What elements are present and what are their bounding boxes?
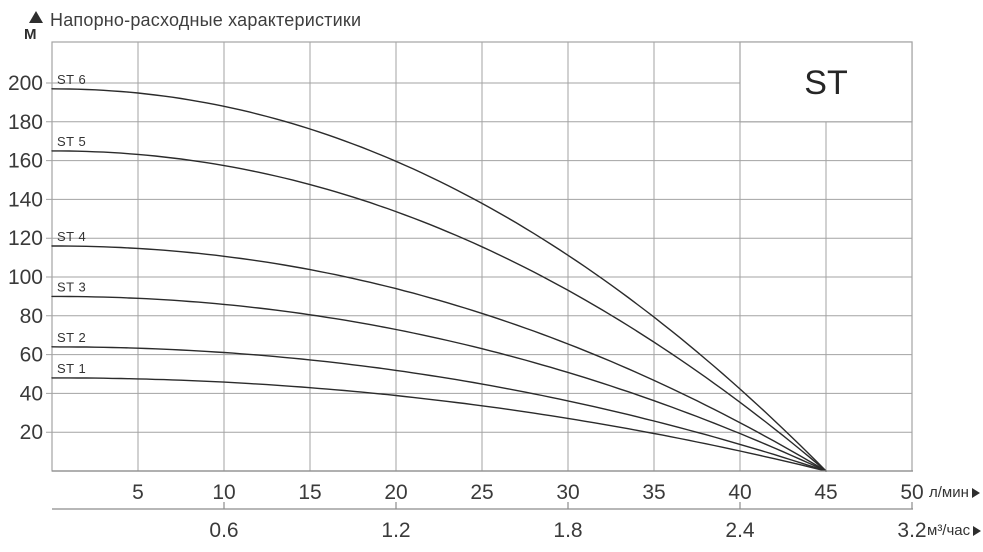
x-axis-tick-label-50: 50 <box>900 481 923 504</box>
x-axis-tick-label-35: 35 <box>642 481 665 504</box>
y-axis-unit-label: М <box>24 26 37 43</box>
y-axis-tick-label-140: 140 <box>8 188 43 211</box>
x-axis-tick-label-45: 45 <box>814 481 837 504</box>
pump-curve-st-5 <box>51 150 827 472</box>
x-axis-tick-label-20: 20 <box>384 481 407 504</box>
pump-curve-st-1 <box>51 377 827 472</box>
y-axis-tick-label-160: 160 <box>8 150 43 173</box>
right-arrow-icon <box>971 487 980 498</box>
secondary-axis-tick-label-1.2: 1.2 <box>381 519 410 542</box>
curve-label-st-6: ST 6 <box>57 72 86 87</box>
y-axis-tick-label-80: 80 <box>20 305 43 328</box>
y-axis-tick-label-180: 180 <box>8 111 43 134</box>
pump-curve-st-3 <box>51 295 827 472</box>
st-series-box <box>739 41 913 123</box>
x-axis-tick-label-40: 40 <box>728 481 751 504</box>
pump-curve-st-2 <box>51 346 827 472</box>
x-axis-tick-label-10: 10 <box>212 481 235 504</box>
curve-label-st-1: ST 1 <box>57 361 86 376</box>
y-axis-tick-label-20: 20 <box>20 421 43 444</box>
secondary-axis-tick-label-0.6: 0.6 <box>209 519 238 542</box>
curve-label-st-2: ST 2 <box>57 330 86 345</box>
st-series-box-label: ST <box>804 64 847 102</box>
right-arrow-icon <box>973 525 982 536</box>
y-axis-tick-label-60: 60 <box>20 344 43 367</box>
curve-label-st-4: ST 4 <box>57 229 86 244</box>
secondary-axis-tick-label-3.2: 3.2 <box>897 519 926 542</box>
curve-label-st-3: ST 3 <box>57 279 86 294</box>
secondary-axis-tick-label-1.8: 1.8 <box>553 519 582 542</box>
pump-curve-st-4 <box>51 245 827 472</box>
x-axis-tick-label-25: 25 <box>470 481 493 504</box>
secondary-axis-tick-label-2.4: 2.4 <box>725 519 755 542</box>
x-axis-unit-lmin-label: л/мин <box>929 484 969 501</box>
x-axis-unit-m3h: м³/час <box>927 522 982 539</box>
y-axis-tick-label-100: 100 <box>8 266 43 289</box>
y-axis-tick-label-120: 120 <box>8 227 43 250</box>
y-axis-tick-label-200: 200 <box>8 72 43 95</box>
pump-curve-st-6 <box>51 88 827 472</box>
y-axis-up-arrow-icon <box>29 11 43 23</box>
x-axis-unit-lmin: л/мин <box>929 484 980 501</box>
x-axis-tick-label-30: 30 <box>556 481 579 504</box>
y-axis-tick-label-40: 40 <box>20 382 43 405</box>
curve-label-st-5: ST 5 <box>57 134 86 149</box>
chart-title: Напорно-расходные характеристики <box>50 10 362 30</box>
x-axis-tick-label-15: 15 <box>298 481 321 504</box>
x-axis-tick-label-5: 5 <box>132 481 144 504</box>
x-axis-unit-m3h-label: м³/час <box>927 522 971 539</box>
